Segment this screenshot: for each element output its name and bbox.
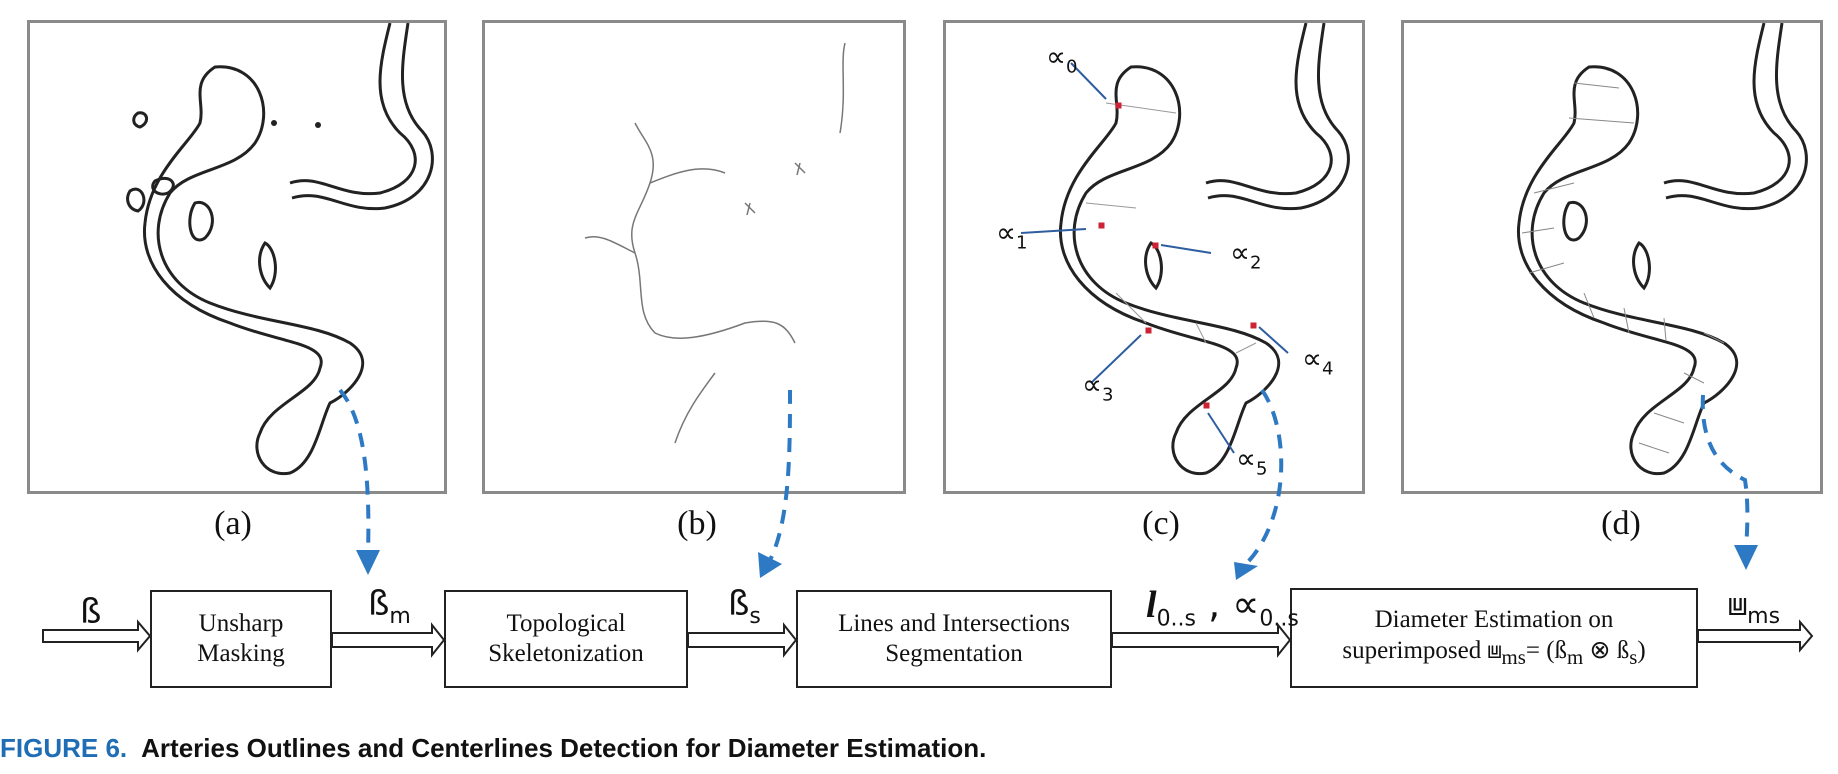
alpha-marker-0: ∝0 [1046, 40, 1078, 78]
arrow-skeleton-to-segmentation [687, 622, 798, 658]
box-2-line2: Skeletonization [488, 640, 644, 667]
diameter-estimation-drawing [1516, 23, 1808, 476]
input-beta-label: ß [80, 592, 102, 632]
box-1-line2: Masking [197, 640, 285, 667]
panel-label-b: (b) [677, 505, 717, 542]
dashed-connector-b [768, 389, 792, 561]
output-ms-label: ⩏ms [1728, 584, 1781, 629]
alpha-marker-5: ∝5 [1236, 442, 1268, 480]
beta-s-label: ßs [728, 584, 761, 629]
dashed-arrowhead-c [1234, 562, 1258, 580]
box-3-line1: Lines and Intersections [838, 610, 1070, 637]
alpha-marker-1: ∝1 [996, 216, 1028, 254]
topological-skeletonization-box: Topological Skeletonization [444, 590, 688, 688]
figure-caption-text: Arteries Outlines and Centerlines Detect… [141, 733, 987, 763]
lines-alpha-label: l0..s , ∝0..s [1146, 582, 1299, 632]
lines-intersections-segmentation-box: Lines and Intersections Segmentation [796, 590, 1112, 688]
panel-c [943, 20, 1365, 494]
panel-label-d: (d) [1601, 505, 1641, 542]
figure-number: FIGURE 6. [0, 733, 128, 763]
dashed-connector-d [1700, 394, 1750, 551]
input-arrow [42, 619, 152, 653]
artery-outline-drawing [126, 23, 434, 476]
box-3-line2: Segmentation [885, 640, 1023, 667]
dashed-arrowhead-a [356, 550, 380, 575]
beta-m-label: ßm [368, 584, 411, 629]
dashed-arrowhead-b [758, 552, 782, 578]
alpha-marker-2: ∝2 [1230, 236, 1262, 274]
arrow-segmentation-to-diameter [1111, 622, 1292, 658]
box-2-line1: Topological [506, 610, 626, 637]
panel-label-a: (a) [214, 505, 252, 542]
alpha-marker-4: ∝4 [1302, 342, 1334, 380]
segmented-artery-drawing [1020, 23, 1350, 476]
box-4-line2: superimposed ⩏ms= (ßm ⊗ ßs) [1342, 634, 1646, 669]
output-arrow [1697, 619, 1814, 653]
box-1-line1: Unsharp [198, 610, 284, 637]
dashed-connector-c [1243, 388, 1284, 567]
panel-label-c: (c) [1142, 505, 1180, 542]
dashed-arrowhead-d [1734, 545, 1758, 570]
panel-a [27, 20, 447, 494]
panel-d [1401, 20, 1823, 494]
figure-caption: FIGURE 6. Arteries Outlines and Centerlin… [0, 733, 986, 764]
diameter-estimation-box: Diameter Estimation on superimposed ⩏ms=… [1290, 588, 1698, 688]
alpha-marker-3: ∝3 [1082, 368, 1114, 406]
skeleton-drawing [584, 42, 846, 444]
panel-b [482, 20, 906, 494]
arrow-unsharp-to-skeleton [331, 622, 446, 658]
dashed-connector-a [338, 388, 371, 556]
box-4-line1: Diameter Estimation on [1374, 605, 1614, 633]
